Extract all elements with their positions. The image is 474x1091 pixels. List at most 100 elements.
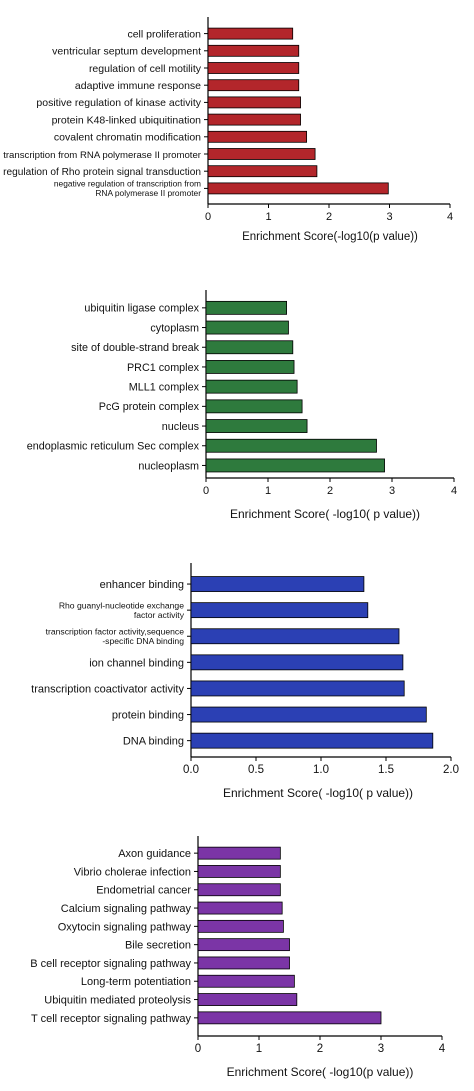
- x-tick-label: 1: [265, 485, 271, 497]
- category-label-line: transcription factor activity,sequence: [46, 627, 185, 637]
- bar: [197, 901, 283, 915]
- category-label: cytoplasm: [150, 322, 199, 334]
- category-label: negative regulation of transcription fro…: [54, 179, 201, 198]
- bar: [197, 865, 281, 878]
- category-label-line: Rho guanyl-nucleotide exchange: [59, 600, 184, 610]
- x-axis-title: Enrichment Score( -log10(p value)): [227, 1065, 414, 1079]
- bar: [190, 680, 405, 697]
- category-label: cell proliferation: [127, 28, 201, 40]
- x-tick-label: 0: [203, 485, 209, 497]
- chart-panel-3: enhancer binding Rho guanyl-nucleotide ex…: [31, 563, 459, 800]
- bar: [190, 628, 400, 645]
- category-label-line: negative regulation of transcription fro…: [54, 179, 201, 189]
- x-tick-label: 3: [378, 1043, 384, 1055]
- category-label: covalent chromatin modification: [54, 132, 201, 144]
- bar: [197, 974, 295, 988]
- category-label: ubiquitin ligase complex: [84, 303, 199, 315]
- bar: [207, 130, 308, 143]
- category-label: Calcium signaling pathway: [61, 903, 192, 915]
- category-label: ion channel binding: [89, 657, 184, 669]
- category-label: Ubiquitin mediated proteolysis: [44, 995, 191, 1007]
- bar: [197, 956, 290, 970]
- bar: [197, 1011, 382, 1025]
- x-axis-title: Enrichment Score( -log10( p value)): [230, 507, 420, 521]
- bar: [205, 419, 308, 433]
- bar: [207, 79, 300, 92]
- bar: [207, 44, 300, 57]
- x-axis-title: Enrichment Score(-log10(p value)): [242, 231, 418, 243]
- bar: [190, 576, 365, 592]
- x-tick-label: 1: [265, 211, 271, 223]
- category-label: adaptive immune response: [75, 80, 201, 92]
- x-tick-label: 2: [326, 211, 332, 223]
- bar: [207, 27, 294, 40]
- bar: [205, 458, 385, 473]
- category-label: nucleoplasm: [138, 460, 199, 472]
- bar: [207, 96, 301, 109]
- x-tick-label: 4: [451, 485, 457, 497]
- x-tick-label: 0.5: [248, 764, 264, 776]
- category-label: T cell receptor signaling pathway: [31, 1013, 191, 1025]
- x-tick-label: 1.5: [378, 764, 394, 776]
- chart-panel-1: cell proliferation ventricular septum dev…: [3, 17, 453, 243]
- category-label: DNA binding: [123, 736, 184, 748]
- bar: [207, 113, 301, 126]
- category-label: transcription from RNA polymerase II pro…: [3, 150, 202, 161]
- bar: [190, 602, 369, 619]
- bar: [197, 883, 281, 897]
- x-tick-label: 4: [447, 211, 453, 223]
- bar: [207, 62, 300, 74]
- bar: [197, 938, 290, 952]
- bar: [205, 320, 289, 335]
- bar: [190, 732, 434, 749]
- category-label: site of double-strand break: [71, 342, 199, 354]
- category-label: transcription coactivator activity: [31, 683, 184, 695]
- category-label: Vibrio cholerae infection: [74, 866, 191, 878]
- bar: [190, 654, 404, 671]
- x-tick-label: 0: [195, 1043, 201, 1055]
- x-tick-label: 2: [317, 1043, 323, 1055]
- bar: [207, 165, 318, 178]
- category-label: Axon guidance: [118, 848, 191, 860]
- category-label: nucleus: [162, 421, 200, 433]
- bar: [205, 340, 294, 355]
- bar: [205, 438, 377, 453]
- x-axis-title: Enrichment Score( -log10( p value)): [223, 786, 413, 800]
- category-label: protein binding: [112, 710, 184, 722]
- bar: [207, 148, 316, 160]
- chart-panel-4: Axon guidance Vibrio cholerae infection En…: [30, 836, 446, 1079]
- category-label: MLL1 complex: [129, 382, 200, 394]
- bar: [197, 846, 281, 860]
- category-label: protein K48-linked ubiquitination: [52, 114, 202, 126]
- x-tick-label: 2.0: [443, 764, 459, 776]
- bar: [190, 706, 427, 723]
- x-tick-label: 4: [439, 1043, 446, 1055]
- category-label: regulation of Rho protein signal transdu…: [3, 167, 201, 178]
- category-label: Bile secretion: [125, 940, 191, 952]
- category-label-line: RNA polymerase II promoter: [95, 188, 201, 198]
- x-tick-label: 1: [256, 1043, 262, 1055]
- category-label: positive regulation of kinase activity: [36, 97, 201, 109]
- bar: [205, 300, 287, 315]
- category-label: Rho guanyl-nucleotide exchange factor act…: [59, 600, 185, 619]
- bar: [205, 379, 298, 394]
- category-label: Endometrial cancer: [96, 885, 191, 897]
- bar: [205, 360, 295, 374]
- category-label: B cell receptor signaling pathway: [30, 958, 191, 970]
- x-tick-label: 3: [389, 485, 395, 497]
- category-label-line: -specific DNA binding: [102, 636, 184, 646]
- category-label: transcription factor activity,sequence -s…: [46, 627, 185, 646]
- bar: [197, 993, 298, 1006]
- chart-panel-2: ubiquitin ligase complex cytoplasm site of…: [27, 290, 457, 521]
- x-tick-label: 1.0: [313, 764, 329, 776]
- bar: [207, 182, 389, 195]
- x-tick-label: 3: [386, 211, 392, 223]
- category-label: Oxytocin signaling pathway: [58, 921, 192, 933]
- bar: [205, 399, 303, 414]
- category-label: regulation of cell motility: [89, 63, 202, 75]
- category-label: endoplasmic reticulum Sec complex: [27, 441, 200, 453]
- bar: [197, 919, 284, 933]
- category-label: PRC1 complex: [127, 362, 200, 374]
- x-tick-label: 2: [327, 485, 333, 497]
